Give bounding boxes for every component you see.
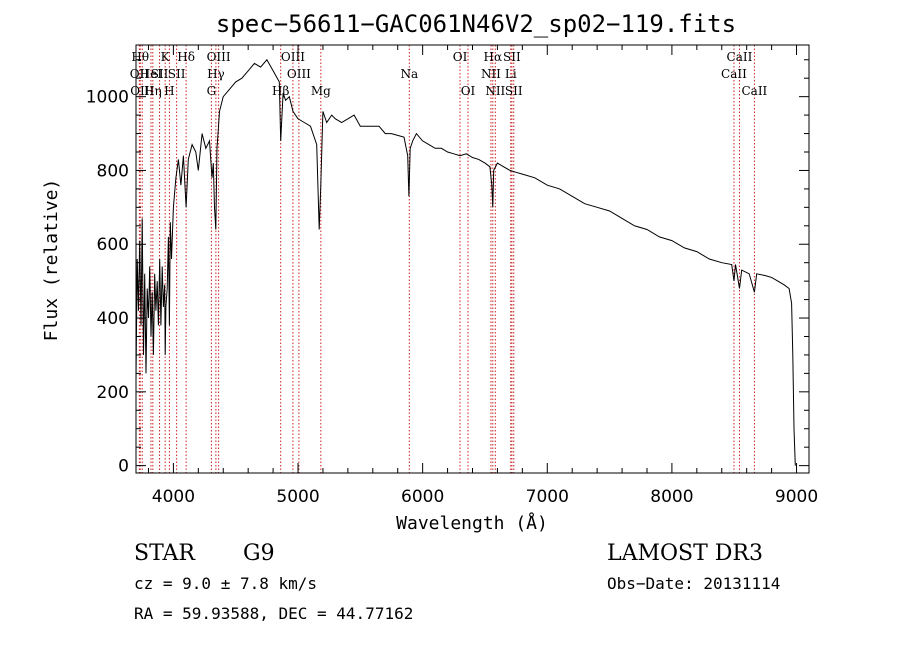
object-class: STAR bbox=[134, 541, 196, 566]
spectral-line-markers bbox=[138, 45, 755, 473]
spectral-line-label: Mg bbox=[311, 84, 331, 98]
spectral-line-label: Hα bbox=[484, 50, 503, 64]
redshift-cz: cz = 9.0 ± 7.8 km/s bbox=[134, 574, 317, 593]
spectral-line-label: Hγ bbox=[207, 67, 225, 81]
axis-ticks: 4000 5000 6000 7000 8000 9000 0 200 400 600 800 100… bbox=[86, 45, 818, 507]
spectral-line-label: HeI bbox=[140, 67, 163, 81]
y-tick-label: 1000 bbox=[86, 88, 129, 108]
y-tick-label: 800 bbox=[97, 161, 129, 181]
spectral-line-label: OIII bbox=[207, 50, 231, 64]
x-tick-label: 8000 bbox=[650, 487, 693, 507]
x-axis-label: Wavelength (Å) bbox=[396, 512, 548, 534]
spectral-line-label: Hθ bbox=[131, 50, 149, 64]
spectral-line-label: CaII bbox=[741, 84, 767, 98]
plot-frame bbox=[135, 44, 810, 474]
spectral-line-label: CaII bbox=[721, 67, 747, 81]
spectral-line-label: Li bbox=[505, 67, 517, 81]
spectral-line-label: Hη bbox=[144, 84, 162, 98]
y-tick-label: 400 bbox=[97, 309, 129, 329]
y-axis-label: Flux (relative) bbox=[41, 179, 62, 342]
spectral-line-label: OIII bbox=[130, 84, 154, 98]
spectral-line-label: SII bbox=[151, 67, 169, 81]
spectral-line-label: SII bbox=[505, 84, 523, 98]
spectral-line-label: G bbox=[207, 84, 217, 98]
ra-dec: RA = 59.93588, DEC = 44.77162 bbox=[134, 604, 413, 623]
x-tick-label: 4000 bbox=[152, 487, 195, 507]
x-tick-label: 7000 bbox=[526, 487, 569, 507]
spectral-line-label: OIII bbox=[287, 67, 311, 81]
x-tick-label: 5000 bbox=[276, 487, 319, 507]
y-tick-label: 0 bbox=[118, 457, 129, 477]
spectral-line-label: CaII bbox=[727, 50, 753, 64]
x-tick-label: 6000 bbox=[401, 487, 444, 507]
y-tick-label: 200 bbox=[97, 383, 129, 403]
obs-date: Obs−Date: 20131114 bbox=[607, 574, 780, 593]
chart-title: spec−56611−GAC061N46V2_sp02−119.fits bbox=[216, 10, 736, 38]
spectral-line-label: K bbox=[161, 50, 171, 64]
spectral-line-label: SII bbox=[503, 50, 521, 64]
spectrum-line bbox=[135, 58, 796, 466]
spectral-line-label: OI bbox=[453, 50, 468, 64]
spectral-line-label: Hβ bbox=[272, 84, 289, 98]
x-tick-label: 9000 bbox=[775, 487, 818, 507]
survey-name: LAMOST DR3 bbox=[607, 541, 763, 566]
spectral-line-label: SII bbox=[168, 67, 186, 81]
spectral-line-label: NII bbox=[485, 84, 505, 98]
y-tick-label: 600 bbox=[97, 235, 129, 255]
spectral-line-label: H bbox=[164, 84, 174, 98]
spectral-line-label: Na bbox=[400, 67, 418, 81]
spectral-line-label: OIII bbox=[281, 50, 305, 64]
spectral-line-label: OII bbox=[130, 67, 150, 81]
object-subclass: G9 bbox=[243, 541, 275, 566]
spectral-line-label: Hδ bbox=[177, 50, 195, 64]
spectral-line-label: OI bbox=[461, 84, 476, 98]
spectral-line-label: NII bbox=[481, 67, 501, 81]
line-labels: Hθ OII OIII HeI Hη SII K H SII Hδ G Hγ OIII Hβ OIII OII… bbox=[130, 50, 768, 98]
